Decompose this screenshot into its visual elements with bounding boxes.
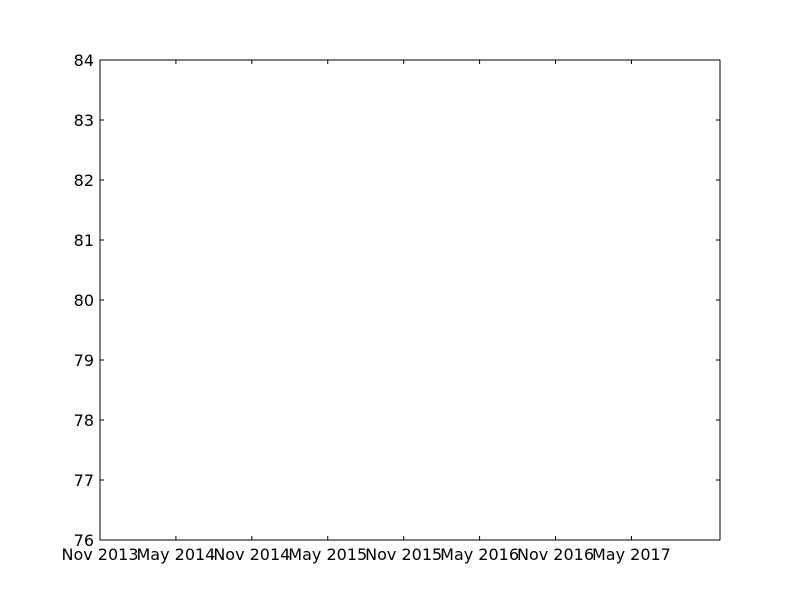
- y-tick-label: 82: [74, 171, 94, 190]
- x-tick-label: May 2016: [440, 545, 519, 564]
- y-tick-label: 78: [74, 411, 94, 430]
- y-tick-label: 80: [74, 291, 94, 310]
- x-tick-label: Nov 2016: [517, 545, 594, 564]
- y-tick-label: 77: [74, 471, 94, 490]
- y-tick-label: 76: [74, 531, 94, 550]
- y-tick-label: 79: [74, 351, 94, 370]
- plot-area: [99, 59, 721, 541]
- x-tick-label: Nov 2013: [61, 545, 138, 564]
- y-tick-label: 83: [74, 111, 94, 130]
- x-tick-label: May 2015: [288, 545, 367, 564]
- x-tick-label: May 2014: [136, 545, 215, 564]
- x-tick-label: Nov 2014: [213, 545, 290, 564]
- y-tick-label: 81: [74, 231, 94, 250]
- x-tick-label: Nov 2015: [365, 545, 442, 564]
- x-tick-label: May 2017: [592, 545, 671, 564]
- y-axis: 76 77 78 79 80 81 82 83 84: [74, 51, 720, 550]
- y-tick-label: 84: [74, 51, 94, 70]
